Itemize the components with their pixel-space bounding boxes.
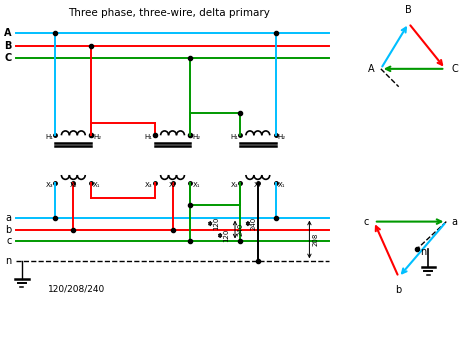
Text: B: B [4,41,12,51]
Text: A: A [368,64,375,74]
Text: 120/208/240: 120/208/240 [48,285,105,294]
Text: 240: 240 [251,217,257,230]
Text: c: c [364,217,369,227]
Text: a: a [451,217,457,227]
Text: n: n [6,256,12,266]
Text: C: C [5,53,12,63]
Text: H₁: H₁ [46,134,54,140]
Text: n: n [420,247,427,257]
Text: X₁: X₁ [192,182,200,188]
Text: X₂: X₂ [70,182,77,188]
Text: C: C [451,64,458,74]
Text: 120: 120 [213,217,219,230]
Text: B: B [405,5,412,15]
Text: H₂: H₂ [93,134,101,140]
Text: A: A [4,28,12,38]
Text: X₁: X₁ [278,182,285,188]
Text: c: c [7,236,12,246]
Text: 120: 120 [223,229,229,242]
Text: X₂: X₂ [169,182,176,188]
Text: b: b [6,225,12,235]
Text: X₁: X₁ [93,182,100,188]
Text: b: b [396,285,402,295]
Text: 240: 240 [238,223,244,236]
Text: X₃: X₃ [145,182,153,188]
Text: H₁: H₁ [145,134,153,140]
Text: a: a [6,213,12,223]
Text: H₂: H₂ [192,134,201,140]
Text: 208: 208 [312,233,319,246]
Text: X₂: X₂ [254,182,262,188]
Text: H₂: H₂ [278,134,286,140]
Text: X₃: X₃ [230,182,238,188]
Text: Three phase, three-wire, delta primary: Three phase, three-wire, delta primary [68,8,270,18]
Text: H₁: H₁ [230,134,238,140]
Text: X₃: X₃ [46,182,54,188]
